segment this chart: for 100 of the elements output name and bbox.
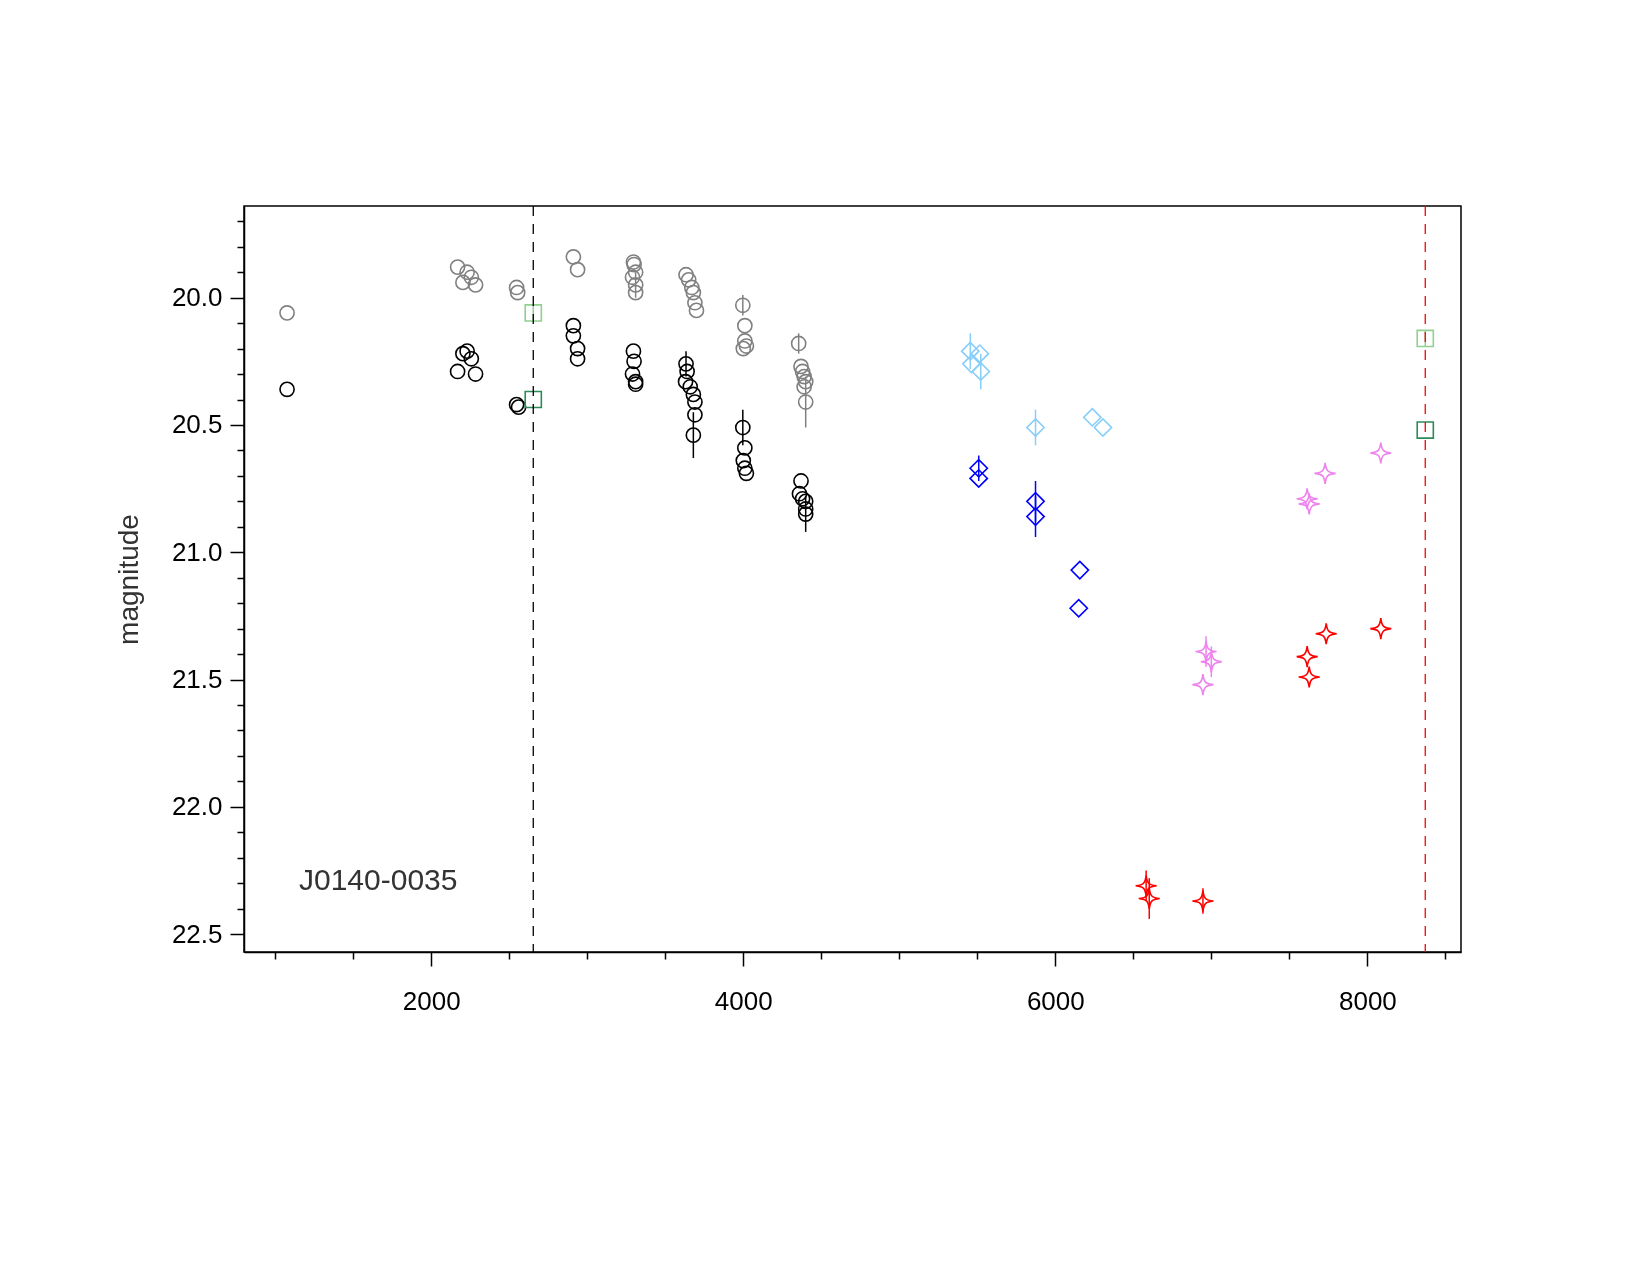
point (569, 340, 586, 357)
point (455, 345, 471, 362)
point (738, 465, 755, 482)
point (687, 406, 703, 423)
point (624, 269, 641, 286)
y-tick-label: 22.0 (171, 791, 223, 822)
point (793, 473, 809, 489)
point (678, 356, 694, 372)
point (970, 344, 990, 364)
point (736, 333, 753, 349)
point (685, 284, 702, 301)
point (796, 368, 812, 385)
point (687, 394, 703, 410)
point (971, 362, 991, 381)
point (1026, 507, 1045, 527)
point (736, 460, 753, 477)
point (677, 373, 694, 390)
point (679, 363, 695, 380)
point (1297, 665, 1321, 689)
point (682, 378, 699, 395)
point (449, 259, 466, 275)
point (678, 266, 694, 283)
point (626, 353, 642, 370)
point (1200, 650, 1223, 674)
point (1297, 492, 1321, 516)
point (736, 317, 753, 334)
x-tick-label: 4000 (714, 985, 773, 1016)
point (734, 419, 751, 436)
point (627, 264, 644, 281)
x-tick-label: 2000 (402, 985, 461, 1016)
point (961, 354, 981, 374)
point (1191, 673, 1215, 696)
point (1134, 874, 1158, 898)
point (796, 378, 812, 395)
point (736, 440, 753, 456)
annotation: J0140-0035 (299, 863, 458, 896)
point (1070, 560, 1090, 580)
point (565, 327, 582, 344)
point (1191, 889, 1215, 913)
point (1082, 407, 1102, 427)
point (625, 343, 642, 359)
point (794, 363, 811, 380)
point (565, 249, 582, 265)
point (685, 386, 702, 403)
point (790, 335, 807, 352)
point (279, 305, 295, 321)
point (1295, 487, 1319, 511)
point (1295, 645, 1319, 668)
point (793, 358, 809, 375)
point (1194, 640, 1218, 663)
point (569, 261, 586, 278)
point (734, 297, 751, 314)
point (797, 394, 814, 410)
point (687, 294, 703, 311)
point (508, 279, 525, 296)
point (463, 269, 480, 286)
point (688, 302, 705, 319)
point (1069, 598, 1089, 618)
point (1369, 441, 1393, 465)
point (1093, 418, 1113, 437)
point (463, 350, 480, 367)
x-tick-label: 8000 (1338, 985, 1397, 1016)
y-tick-label: 21.5 (171, 664, 223, 695)
point (565, 317, 582, 334)
point (509, 284, 526, 301)
point (459, 343, 475, 359)
point (960, 341, 980, 361)
point (1314, 622, 1338, 646)
point (685, 427, 702, 443)
point (969, 468, 989, 488)
point (524, 304, 543, 322)
point (1313, 462, 1337, 485)
point (1137, 887, 1161, 910)
point (467, 277, 484, 293)
point (627, 284, 644, 301)
point (449, 363, 466, 380)
x-tick-label: 6000 (1026, 985, 1085, 1016)
y-tick-label: 20.5 (171, 409, 223, 440)
point (1026, 418, 1045, 437)
point (624, 366, 641, 382)
point (455, 274, 471, 291)
point (797, 373, 814, 390)
point (797, 506, 814, 522)
point (524, 390, 543, 409)
y-tick-label: 22.5 (171, 918, 223, 949)
point (969, 458, 989, 478)
point (1416, 329, 1435, 348)
point (680, 271, 697, 288)
point (459, 264, 475, 281)
point (1026, 491, 1045, 511)
point (467, 366, 484, 382)
point (1369, 617, 1393, 640)
y-tick-label: 21.0 (171, 536, 223, 567)
y-axis-title: magnitude (112, 514, 144, 645)
point (627, 277, 644, 293)
y-tick-label: 20.0 (171, 282, 223, 313)
point (569, 350, 586, 367)
point (279, 381, 295, 398)
point (1416, 421, 1435, 439)
point (683, 279, 700, 296)
